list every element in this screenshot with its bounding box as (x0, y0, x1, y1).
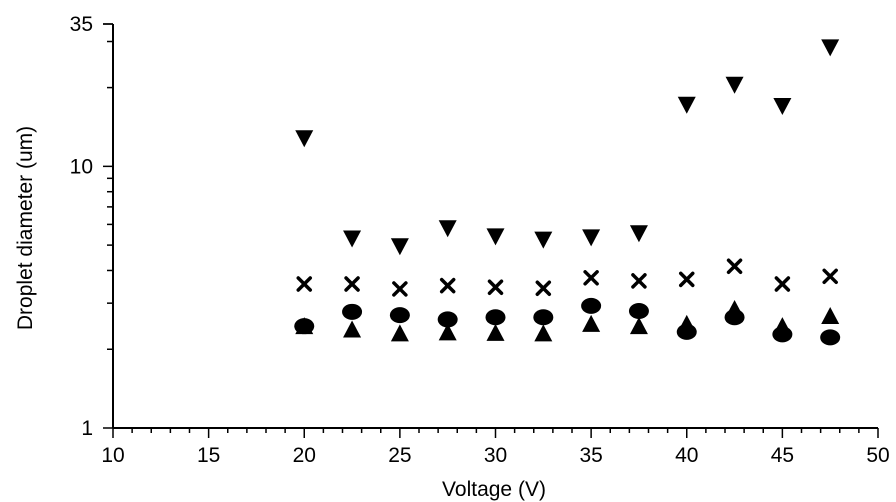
triangle-down-marker (629, 225, 648, 243)
x-tick-label: 10 (101, 444, 124, 467)
triangle-down-marker (343, 230, 362, 248)
circle-marker (485, 309, 506, 326)
cross-marker (535, 280, 552, 297)
cross-marker (774, 276, 791, 292)
triangle-down-marker (677, 96, 696, 114)
triangle-up-marker (677, 314, 696, 332)
triangle-down-marker (725, 76, 744, 94)
cross-marker (344, 276, 360, 292)
x-axis-label: Voltage (V) (442, 478, 546, 501)
x-tick-label: 35 (579, 444, 602, 467)
cross-marker (679, 271, 695, 288)
x-tick-label: 50 (866, 444, 889, 467)
cross-marker (296, 276, 312, 292)
cross-marker (392, 281, 408, 297)
circle-marker (533, 309, 554, 326)
triangle-up-marker (582, 314, 601, 332)
data-points (294, 39, 841, 346)
triangle-up-marker (629, 317, 648, 335)
triangle-down-marker (438, 220, 457, 238)
cross-marker (583, 270, 599, 286)
x-tick-label: 15 (197, 444, 220, 467)
cross-marker (726, 258, 743, 275)
circle-marker (389, 307, 410, 324)
x-tick-label: 45 (771, 444, 794, 467)
circle-marker (628, 303, 649, 320)
triangle-up-marker (534, 324, 553, 342)
y-axis-label: Droplet diameter (um) (14, 126, 37, 330)
x-tick-label: 25 (388, 444, 411, 467)
y-tick-label: 10 (70, 155, 93, 178)
triangle-up-marker (725, 299, 744, 317)
triangle-up-marker (773, 317, 792, 335)
triangle-down-marker (821, 39, 840, 57)
triangle-down-marker (534, 231, 553, 249)
triangle-up-marker (390, 324, 409, 342)
triangle-down-marker (582, 229, 601, 247)
triangle-down-marker (295, 130, 314, 148)
ticks: 10 15 20 25 30 35 40 45 50 1 10 35 (70, 13, 890, 467)
triangle-up-marker (821, 306, 840, 324)
y-tick-label: 35 (70, 13, 93, 36)
circle-marker (820, 329, 841, 346)
circle-marker (342, 303, 363, 320)
cross-marker (439, 277, 456, 294)
cross-marker (631, 273, 647, 289)
x-tick-label: 20 (293, 444, 316, 467)
circle-marker (437, 311, 458, 328)
circle-marker (581, 297, 602, 314)
x-tick-label: 30 (484, 444, 507, 467)
axes (103, 23, 878, 429)
x-tick-label: 40 (675, 444, 698, 467)
triangle-up-marker (438, 323, 457, 341)
triangle-up-marker (343, 320, 362, 338)
triangle-down-marker (486, 228, 505, 246)
triangle-down-marker (390, 238, 409, 256)
cross-marker (487, 279, 504, 296)
triangle-down-marker (773, 98, 792, 116)
triangle-up-marker (486, 323, 505, 341)
cross-marker (822, 268, 838, 285)
triangle-up-marker (295, 317, 314, 335)
y-tick-label: 1 (81, 417, 93, 440)
